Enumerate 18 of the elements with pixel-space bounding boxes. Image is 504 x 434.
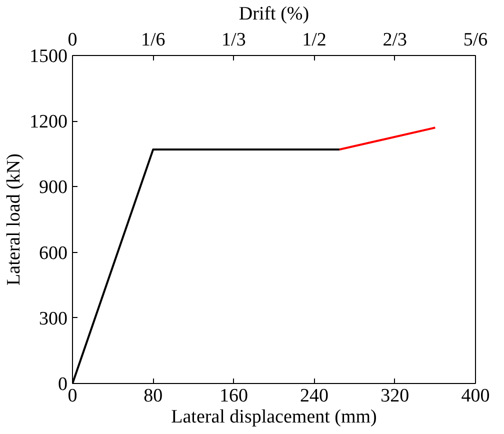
x2-tick-label: 2/3 <box>382 30 408 50</box>
x-tick-label: 400 <box>461 386 490 406</box>
x2-tick-label: 1/2 <box>302 30 326 50</box>
x2-tick-label: 5/6 <box>463 30 488 50</box>
y-tick-label: 900 <box>39 177 68 198</box>
y-tick-label: 600 <box>39 242 68 264</box>
x-axis-title: Lateral displacement (mm) <box>171 406 377 428</box>
y-axis-title: Lateral load (kN) <box>4 154 24 286</box>
x-tick-label: 320 <box>380 386 410 406</box>
x-tick-label: 240 <box>300 386 329 406</box>
x2-tick-label: 1/3 <box>222 30 246 50</box>
y-tick-label: 1500 <box>30 46 68 67</box>
y-tick-label: 300 <box>39 308 68 330</box>
x-tick-label: 80 <box>144 386 163 406</box>
x2-axis-title: Drift (%) <box>238 4 310 24</box>
x2-tick-label: 1/6 <box>140 30 166 50</box>
x-tick-label: 160 <box>219 386 248 406</box>
y-tick-label: 1200 <box>30 112 68 133</box>
